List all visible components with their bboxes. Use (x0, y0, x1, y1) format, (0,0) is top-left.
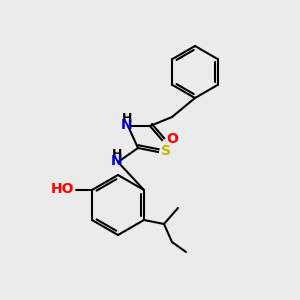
Text: H: H (122, 112, 132, 124)
Text: O: O (166, 132, 178, 146)
Text: S: S (161, 144, 171, 158)
Text: N: N (111, 154, 123, 168)
Text: HO: HO (50, 182, 74, 196)
Text: H: H (112, 148, 122, 160)
Text: N: N (121, 118, 133, 132)
